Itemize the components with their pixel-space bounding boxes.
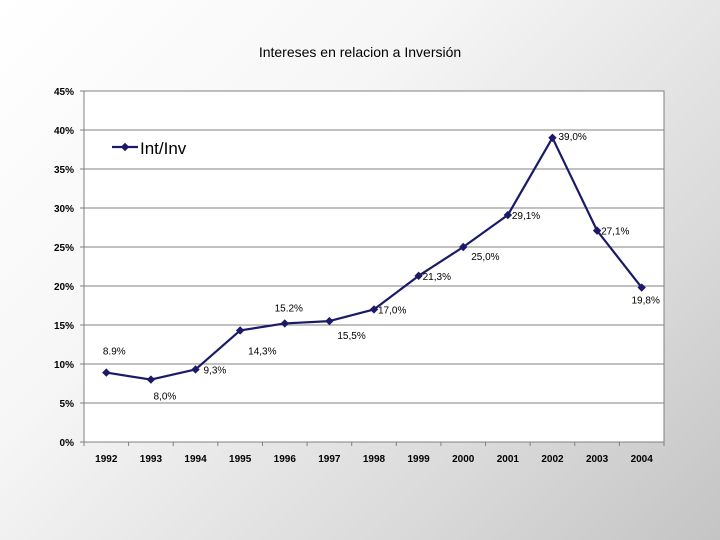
data-point — [637, 283, 646, 292]
y-tick-label: 20% — [54, 282, 74, 293]
x-tick-label: 1993 — [140, 454, 163, 465]
x-tick-label: 1992 — [95, 454, 118, 465]
legend-marker — [120, 142, 130, 152]
y-tick-label: 15% — [54, 321, 74, 332]
data-label: 29,1% — [512, 211, 540, 222]
data-point — [459, 242, 468, 252]
y-tick-label: 35% — [54, 165, 74, 176]
x-tick-label: 2001 — [497, 454, 520, 465]
data-point — [325, 316, 334, 326]
y-tick-label: 25% — [54, 243, 74, 254]
data-point — [503, 210, 513, 220]
x-tick-label: 2003 — [586, 454, 609, 465]
plot-area — [83, 90, 665, 443]
x-tick-label: 2000 — [452, 454, 475, 465]
data-label: 19,8% — [632, 296, 660, 307]
data-label: 39,0% — [558, 132, 586, 143]
x-tick-label: 1998 — [363, 454, 386, 465]
x-tick-label: 1999 — [407, 454, 430, 465]
data-point — [414, 271, 423, 281]
y-tick-label: 0% — [60, 438, 75, 449]
data-label: 27,1% — [601, 227, 629, 238]
legend-label: Int/Inv — [140, 139, 187, 158]
data-label: 8.9% — [103, 347, 126, 358]
y-tick-label: 5% — [60, 399, 75, 410]
y-tick-label: 40% — [54, 126, 74, 137]
data-point — [548, 133, 557, 142]
chart-title: Intereses en relacion a Inversión — [258, 44, 462, 60]
y-tick-label: 10% — [54, 360, 74, 371]
data-point — [369, 305, 379, 314]
x-tick-label: 1997 — [318, 454, 341, 465]
x-tick-label: 1996 — [274, 454, 297, 465]
data-label: 15,5% — [337, 331, 365, 342]
data-label: 21,3% — [423, 272, 451, 283]
y-tick-label: 45% — [54, 87, 74, 98]
x-tick-label: 2004 — [631, 454, 654, 465]
data-label: 8,0% — [154, 392, 177, 403]
y-tick-label: 30% — [54, 204, 74, 215]
data-point — [592, 226, 602, 235]
x-tick-label: 1995 — [229, 454, 252, 465]
data-point — [102, 368, 111, 377]
x-tick-label: 1994 — [184, 454, 207, 465]
data-point — [235, 326, 245, 335]
x-tick-label: 2002 — [541, 454, 564, 465]
data-label: 9,3% — [204, 365, 227, 376]
data-point — [191, 365, 200, 374]
data-label: 15.2% — [275, 303, 303, 314]
data-label: 25,0% — [471, 252, 499, 263]
data-point — [146, 375, 156, 384]
data-point — [280, 319, 289, 328]
data-label: 17,0% — [378, 305, 406, 316]
data-label: 14,3% — [248, 346, 276, 357]
